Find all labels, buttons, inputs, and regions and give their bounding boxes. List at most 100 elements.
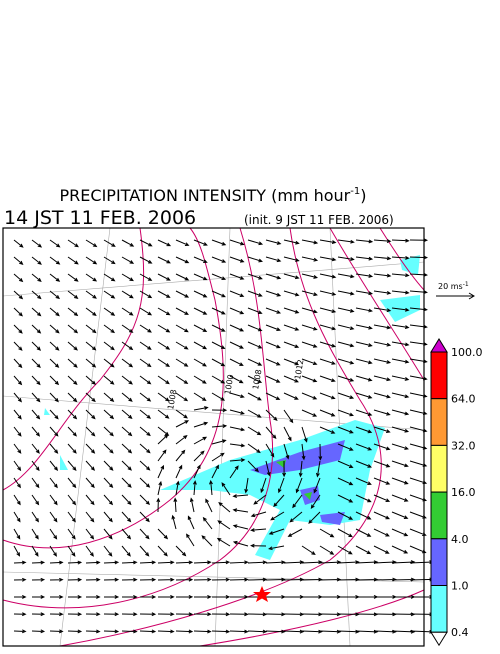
wind-arrow <box>13 256 24 265</box>
wind-arrow <box>175 629 194 634</box>
colorbar: 100.0 64.0 32.0 16.0 4.0 1.0 0.4 <box>430 338 483 647</box>
wind-arrow <box>283 307 300 314</box>
wind-arrow <box>260 477 267 494</box>
wind-arrow <box>295 477 303 494</box>
wind-arrow <box>391 290 410 295</box>
colorbar-label: 100.0 <box>451 346 483 359</box>
wind-arrow <box>175 307 189 315</box>
wind-arrow <box>121 290 134 299</box>
wind-arrow <box>139 443 151 454</box>
wind-arrow <box>49 477 58 489</box>
wind-arrow <box>157 409 170 419</box>
wind-arrow <box>139 629 157 634</box>
wind-arrow <box>229 458 246 462</box>
wind-arrow <box>85 426 96 437</box>
wind-arrow <box>193 273 208 281</box>
wind-arrow <box>373 358 392 364</box>
wind-arrow <box>229 465 239 479</box>
wind-arrow <box>319 426 336 434</box>
wind-arrow <box>193 324 208 332</box>
wind-arrow <box>337 494 354 503</box>
wind-arrow <box>85 307 97 317</box>
wind-arrow <box>31 256 42 265</box>
wind-arrow <box>85 511 95 523</box>
wind-arrow <box>283 426 292 442</box>
wind-arrow <box>157 480 163 496</box>
wind-arrow <box>319 307 337 314</box>
wind-arrow <box>373 392 391 399</box>
wind-arrow <box>301 560 323 565</box>
wind-arrow <box>391 238 410 243</box>
wind-arrow <box>157 595 175 599</box>
wind-arrow <box>13 239 24 248</box>
wind-arrow <box>373 545 390 554</box>
wind-arrow <box>31 545 39 557</box>
wind-arrow <box>49 307 60 317</box>
wind-arrow <box>391 358 410 364</box>
wind-arrow <box>313 477 321 494</box>
wind-arrow <box>67 307 79 317</box>
wind-arrow <box>85 443 96 454</box>
wind-arrow <box>103 426 114 437</box>
wind-arrow <box>175 612 194 617</box>
wind-arrow <box>292 494 303 509</box>
wind-arrow <box>301 443 306 461</box>
wind-arrow <box>175 324 189 333</box>
wind-arrow <box>157 612 175 617</box>
wind-arrow <box>319 409 336 417</box>
wind-arrow <box>121 358 134 368</box>
wind-arrow <box>193 406 209 411</box>
wind-arrow <box>283 324 300 331</box>
wind-arrow <box>283 392 299 400</box>
wind-arrow <box>67 358 78 368</box>
wind-arrow <box>265 341 281 349</box>
wind-arrow <box>67 595 83 599</box>
wind-arrow <box>49 426 59 437</box>
wind-arrow <box>211 629 231 634</box>
wind-arrow <box>103 460 114 471</box>
wind-arrow <box>193 450 205 462</box>
wind-arrow <box>247 239 264 246</box>
wind-arrow <box>268 545 285 551</box>
wind-arrow <box>209 479 213 496</box>
wind-arrow <box>250 543 267 548</box>
wind-arrow <box>157 426 170 436</box>
wind-arrow <box>193 577 212 582</box>
wind-arrow <box>85 273 98 282</box>
wind-arrow <box>31 307 42 317</box>
colorbar-cap <box>430 338 448 353</box>
wind-arrow <box>355 324 373 330</box>
isobars <box>2 227 425 647</box>
wind-arrow <box>250 511 267 518</box>
wind-arrow <box>373 239 392 243</box>
wind-arrow <box>337 545 353 555</box>
wind-arrow <box>157 375 170 385</box>
wind-arrow <box>103 629 120 634</box>
wind-arrow <box>103 477 114 489</box>
wind-arrow <box>283 358 300 366</box>
wind-arrow <box>121 545 131 557</box>
wind-arrow <box>373 341 392 347</box>
wind-arrow <box>175 375 189 385</box>
wind-arrow <box>103 358 115 368</box>
wind-arrow <box>391 324 410 330</box>
wind-arrow <box>232 508 249 513</box>
wind-arrow <box>391 426 410 433</box>
wind-arrow <box>247 341 263 349</box>
wind-arrow <box>157 449 167 462</box>
wind-arrow <box>265 358 281 366</box>
wind-arrow <box>193 560 212 565</box>
wind-arrow <box>211 375 226 384</box>
wind-arrow <box>175 358 189 367</box>
wind-arrow <box>13 341 23 351</box>
wind-arrow <box>211 439 227 445</box>
wind-arrow <box>265 460 271 477</box>
wind-arrow <box>301 341 318 348</box>
wind-arrow <box>175 273 190 281</box>
wind-arrow <box>265 560 286 565</box>
wind-arrow <box>67 341 78 351</box>
wind-arrow <box>193 341 208 350</box>
reference-vector-label: 20 ms-1 <box>438 281 469 291</box>
wind-arrow <box>85 595 101 599</box>
wind-arrow <box>156 497 161 513</box>
